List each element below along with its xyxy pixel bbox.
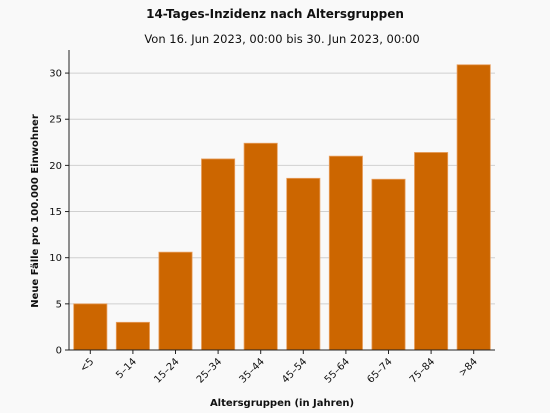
y-tick-label: 30 <box>49 69 62 80</box>
x-axis-ticks: <5 5–14 15–24 25–34 35–44 45–54 55–64 65–74 75–8… <box>78 350 480 386</box>
x-tick-label: 25–34 <box>195 356 224 385</box>
y-tick-label: 20 <box>49 161 62 172</box>
x-tick-label: 5–14 <box>114 356 139 381</box>
x-tick-label: 75–84 <box>408 356 437 385</box>
x-tick-label: 35–44 <box>238 356 267 385</box>
y-tick-label: 15 <box>49 207 62 218</box>
chart-title: 14-Tages-Inzidenz nach Altersgruppen <box>146 7 404 21</box>
bar <box>328 155 363 351</box>
x-tick-label: <5 <box>78 356 96 374</box>
x-tick-label: 55–64 <box>323 356 352 385</box>
x-axis-label: Altersgruppen (in Jahren) <box>210 398 354 409</box>
bar <box>414 152 449 351</box>
bar <box>158 251 193 351</box>
bar <box>456 64 491 351</box>
bar <box>201 158 236 351</box>
y-tick-label: 10 <box>49 253 62 264</box>
x-tick-label: 65–74 <box>365 356 394 385</box>
x-tick-label: >84 <box>457 356 480 379</box>
x-tick-label: 15–24 <box>152 356 181 385</box>
bar <box>243 142 278 351</box>
y-axis-label: Neue Fälle pro 100.000 Einwohner <box>30 114 41 308</box>
chart-subtitle: Von 16. Jun 2023, 00:00 bis 30. Jun 2023… <box>144 32 419 46</box>
bar <box>115 321 150 351</box>
bar <box>371 178 406 351</box>
x-tick-label: 45–54 <box>280 356 309 385</box>
bar <box>73 303 108 351</box>
gridlines <box>69 72 495 351</box>
bar <box>286 177 321 351</box>
y-axis-ticks: 0 5 10 15 20 25 30 <box>49 69 69 357</box>
y-tick-label: 5 <box>56 299 62 310</box>
axes <box>68 50 495 351</box>
bars <box>73 64 491 351</box>
y-tick-label: 0 <box>56 346 62 357</box>
y-tick-label: 25 <box>49 115 62 126</box>
